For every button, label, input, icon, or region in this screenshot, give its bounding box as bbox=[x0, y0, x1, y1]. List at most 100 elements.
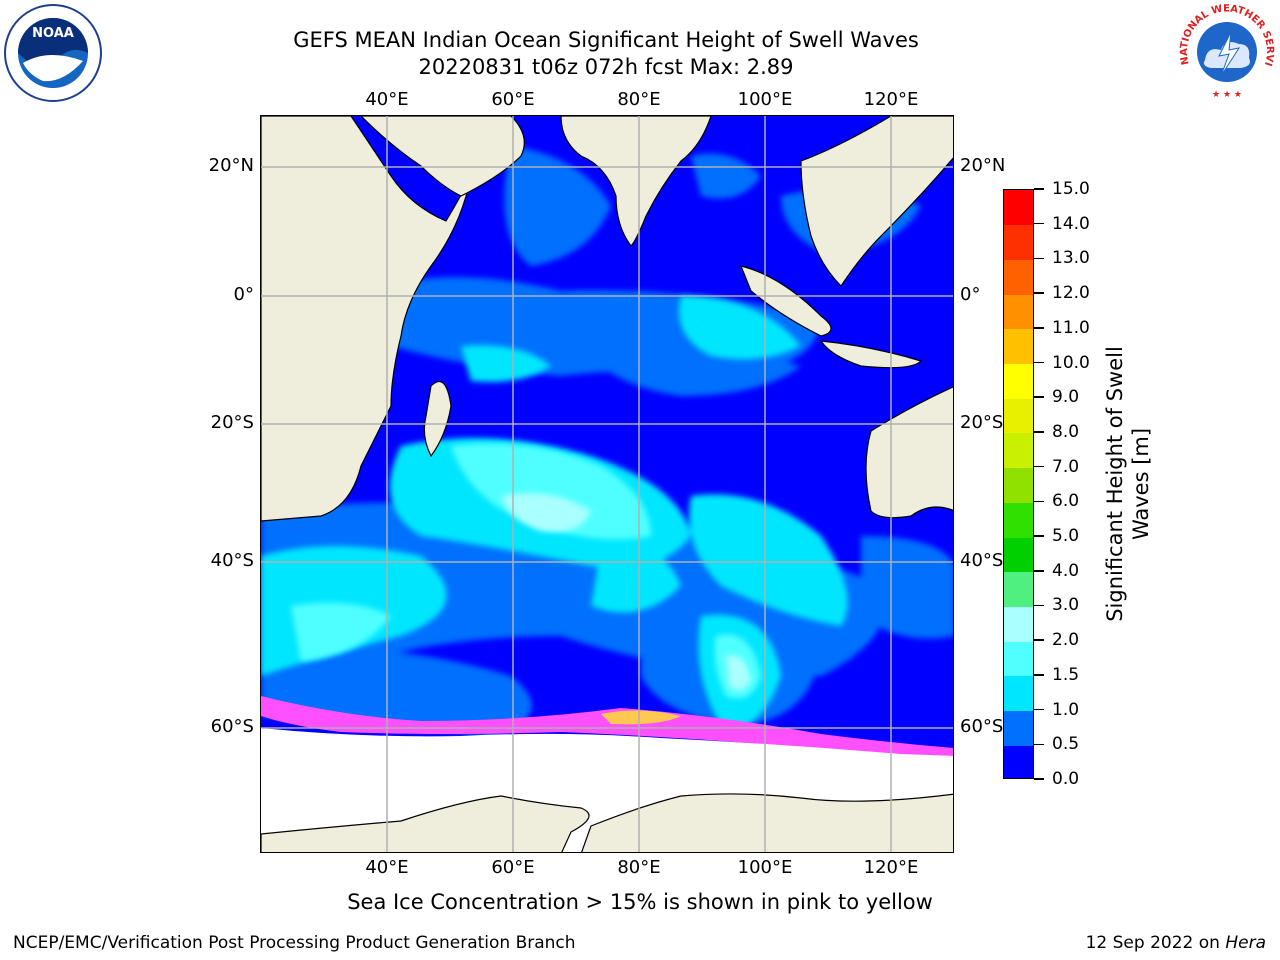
colorbar-tick-label: 5.0 bbox=[1052, 526, 1080, 547]
colorbar-tick-label: 2.0 bbox=[1052, 630, 1080, 651]
colorbar-tick-mark bbox=[1034, 431, 1044, 433]
colorbar-tick-mark bbox=[1034, 327, 1044, 329]
colorbar-tick-mark bbox=[1034, 743, 1044, 746]
colorbar-tick-mark bbox=[1034, 361, 1044, 364]
colorbar-segment bbox=[1004, 294, 1033, 330]
lat-label-right-20n: 20°N bbox=[960, 155, 1006, 176]
lon-label-top-100e: 100°E bbox=[737, 89, 793, 110]
colorbar-segment bbox=[1004, 224, 1033, 260]
lat-label-left-60s: 60°S bbox=[210, 716, 254, 737]
colorbar-tick-mark bbox=[1034, 500, 1044, 503]
java-land bbox=[819, 340, 923, 369]
colorbar-tick-mark bbox=[1034, 535, 1044, 537]
colorbar-tick-mark bbox=[1034, 292, 1044, 294]
colorbar-segment bbox=[1004, 641, 1033, 677]
colorbar-tick-label: 11.0 bbox=[1052, 317, 1090, 338]
colorbar-tick-mark bbox=[1034, 639, 1044, 641]
lat-label-left-20n: 20°N bbox=[208, 155, 254, 176]
africa-land bbox=[261, 116, 472, 522]
madagascar-land bbox=[423, 381, 452, 458]
colorbar-tick-label: 1.0 bbox=[1052, 699, 1080, 720]
graticule bbox=[261, 116, 953, 852]
chart-subtitle: 20220831 t06z 072h fcst Max: 2.89 bbox=[418, 55, 794, 79]
lat-label-left-0: 0° bbox=[233, 284, 254, 305]
swell-band-2.0-3.0 bbox=[501, 493, 751, 690]
lon-label-bottom-120e: 120°E bbox=[863, 857, 919, 878]
lon-label-bottom-80e: 80°E bbox=[617, 857, 661, 878]
lon-label-bottom-100e: 100°E bbox=[737, 857, 793, 878]
colorbar-segment bbox=[1004, 432, 1033, 469]
footer-host: Hera bbox=[1225, 933, 1266, 953]
nws-logo: NATIONAL WEATHER SERVICE ★ ★ ★ bbox=[1177, 2, 1275, 100]
colorbar-segment bbox=[1004, 571, 1033, 607]
colorbar-tick-mark bbox=[1034, 778, 1044, 780]
swell-band-1.5-2.0 bbox=[291, 443, 761, 699]
arabia-land bbox=[360, 116, 525, 197]
colorbar bbox=[1003, 189, 1034, 779]
colorbar-tick-mark bbox=[1034, 674, 1044, 676]
lon-label-top-80e: 80°E bbox=[617, 89, 661, 110]
footer-date: 12 Sep 2022 on Hera bbox=[1086, 933, 1266, 953]
colorbar-tick-mark bbox=[1034, 257, 1044, 260]
lat-label-left-20s: 20°S bbox=[210, 412, 254, 433]
noaa-logo-text: NOAA bbox=[32, 26, 74, 41]
noaa-logo: NOAA bbox=[4, 4, 102, 102]
colorbar-tick-label: 6.0 bbox=[1052, 491, 1080, 512]
colorbar-segment bbox=[1004, 502, 1033, 538]
colorbar-segment bbox=[1004, 537, 1033, 573]
colorbar-title-line2: Waves [m] bbox=[1129, 427, 1153, 541]
svg-text:★ ★ ★: ★ ★ ★ bbox=[1212, 90, 1242, 100]
southeast-asia-land bbox=[800, 116, 953, 287]
colorbar-segment bbox=[1004, 675, 1033, 712]
colorbar-tick-label: 13.0 bbox=[1052, 248, 1090, 269]
colorbar-segment bbox=[1004, 606, 1033, 642]
lat-label-right-0: 0° bbox=[960, 284, 981, 305]
colorbar-segment bbox=[1004, 398, 1033, 434]
colorbar-tick-label: 7.0 bbox=[1052, 456, 1080, 477]
colorbar-tick-label: 12.0 bbox=[1052, 283, 1090, 304]
lon-label-top-60e: 60°E bbox=[491, 89, 535, 110]
colorbar-title: Significant Height of Swell Waves [m] bbox=[1102, 346, 1154, 622]
colorbar-tick-mark bbox=[1034, 570, 1044, 572]
antarctica-land-east bbox=[581, 793, 953, 852]
india-land bbox=[560, 116, 712, 247]
lon-label-top-120e: 120°E bbox=[863, 89, 919, 110]
lat-label-right-20s: 20°S bbox=[960, 412, 1004, 433]
colorbar-segment bbox=[1004, 363, 1033, 399]
footer-date-text: 12 Sep 2022 on bbox=[1085, 933, 1226, 953]
colorbar-tick-label: 10.0 bbox=[1052, 352, 1090, 373]
colorbar-tick-label: 8.0 bbox=[1052, 421, 1080, 442]
colorbar-tick-label: 15.0 bbox=[1052, 179, 1090, 199]
australia-land bbox=[865, 386, 953, 519]
colorbar-tick-label: 0.5 bbox=[1052, 734, 1080, 755]
swell-height-map bbox=[261, 116, 953, 852]
lon-label-bottom-60e: 60°E bbox=[491, 857, 535, 878]
footer-credit: NCEP/EMC/Verification Post Processing Pr… bbox=[13, 933, 576, 953]
colorbar-tick-label: 1.5 bbox=[1052, 664, 1080, 685]
chart-title: GEFS MEAN Indian Ocean Significant Heigh… bbox=[293, 28, 919, 52]
colorbar-tick-mark bbox=[1034, 604, 1044, 607]
colorbar-tick-mark bbox=[1034, 708, 1044, 711]
sea-ice-caption: Sea Ice Concentration > 15% is shown in … bbox=[347, 890, 933, 914]
lat-label-left-40s: 40°S bbox=[210, 550, 254, 571]
antarctica-land-west bbox=[261, 795, 590, 852]
colorbar-segment bbox=[1004, 745, 1033, 778]
colorbar-tick-label: 0.0 bbox=[1052, 769, 1080, 789]
colorbar-tick-mark bbox=[1034, 222, 1044, 225]
colorbar-segment bbox=[1004, 710, 1033, 746]
map-panel bbox=[260, 115, 954, 853]
colorbar-segment bbox=[1004, 190, 1033, 226]
sea-ice-yellow-patch bbox=[601, 710, 681, 725]
colorbar-title-line1: Significant Height of Swell bbox=[1103, 346, 1127, 622]
colorbar-segment bbox=[1004, 328, 1033, 365]
lon-label-bottom-40e: 40°E bbox=[365, 857, 409, 878]
lon-label-top-40e: 40°E bbox=[365, 89, 409, 110]
colorbar-tick-label: 9.0 bbox=[1052, 387, 1080, 408]
lat-label-right-40s: 40°S bbox=[960, 550, 1004, 571]
colorbar-segment bbox=[1004, 259, 1033, 295]
sumatra-land bbox=[740, 265, 832, 337]
colorbar-segment bbox=[1004, 467, 1033, 503]
colorbar-tick-label: 4.0 bbox=[1052, 560, 1080, 581]
colorbar-tick-mark bbox=[1034, 396, 1044, 398]
colorbar-tick-label: 3.0 bbox=[1052, 595, 1080, 616]
